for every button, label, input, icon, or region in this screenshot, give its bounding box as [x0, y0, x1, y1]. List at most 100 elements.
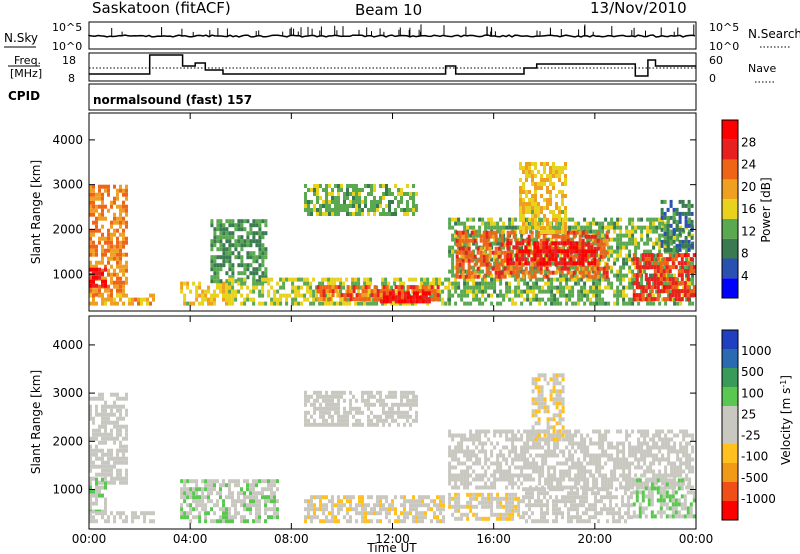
cell-0-11: [575, 249, 579, 254]
cell-1-0: [92, 476, 95, 481]
cell-0-9: [466, 269, 470, 274]
cell-1-6: [532, 445, 536, 450]
cell-0-10: [599, 238, 603, 243]
cell-0-11: [566, 241, 570, 246]
cell-1-6: [553, 465, 557, 470]
cell-1-3: [207, 483, 210, 488]
cell-1-5: [358, 418, 361, 423]
cell-1-6: [610, 469, 614, 474]
cell-0-0: [113, 228, 116, 233]
cell-1-6: [598, 473, 602, 478]
cell-0-10: [554, 270, 558, 275]
cell-0-9: [472, 217, 476, 222]
cell-1-0: [125, 412, 128, 417]
cell-0-11: [560, 241, 564, 246]
cell-1-6: [589, 461, 593, 466]
cell-0-9: [616, 249, 620, 254]
cell-1-6: [580, 433, 584, 438]
colorbar-swatch: [722, 159, 738, 180]
cell-1-3: [213, 511, 216, 516]
cell-0-9: [658, 241, 662, 246]
cell-0-9: [667, 281, 671, 286]
cell-0-10: [488, 262, 492, 267]
cell-0-12: [528, 198, 531, 202]
cell-0-9: [511, 221, 515, 226]
cell-0-13: [674, 289, 678, 294]
cell-1-5: [337, 390, 340, 395]
cell-0-9: [475, 257, 479, 262]
cell-1-3: [222, 515, 225, 520]
cell-0-8: [379, 184, 382, 188]
cell-1-3: [270, 479, 273, 484]
cell-0-9: [649, 225, 653, 230]
cell-1-5: [325, 422, 328, 427]
cell-0-8: [337, 184, 340, 188]
cell-0-11: [590, 249, 594, 254]
cell-0-8: [355, 204, 358, 208]
cell-1-6: [523, 477, 527, 482]
cell-1-4: [361, 519, 364, 524]
cell-1-3: [210, 499, 213, 504]
cell-1-6: [478, 485, 482, 490]
cell-1-0: [119, 424, 122, 429]
cell-1-6: [457, 445, 461, 450]
cell-0-4: [243, 263, 247, 268]
cell-1-3: [201, 495, 205, 500]
cell-1-0: [110, 428, 113, 433]
cell-1-3: [240, 487, 243, 492]
cell-0-8: [340, 208, 343, 212]
cell-0-9: [511, 225, 515, 230]
cell-0-13: [656, 253, 660, 258]
cell-0-0: [107, 228, 110, 233]
cell-0-13: [656, 289, 660, 294]
cell-0-10: [542, 238, 546, 243]
cell-1-6: [595, 441, 599, 446]
cell-0-0: [98, 260, 101, 265]
cell-0-0: [89, 200, 92, 205]
cell-0-9: [487, 217, 491, 222]
cell-0-10: [458, 258, 462, 263]
cell-1-6: [514, 457, 518, 462]
cell-0-8: [346, 208, 349, 212]
cell-1-4: [370, 511, 373, 516]
cell-0-9: [577, 269, 581, 274]
cell-0-5: [363, 301, 367, 306]
cell-1-1: [95, 477, 98, 482]
cell-0-8: [355, 212, 358, 216]
cell-1-0: [107, 452, 110, 457]
cell-0-4: [258, 239, 262, 244]
cell-0-9: [622, 293, 626, 298]
cell-0-10: [584, 242, 588, 247]
cell-0-5: [303, 277, 307, 282]
cell-1-3: [186, 491, 190, 496]
cell-0-4: [261, 255, 265, 260]
cell-0-4: [222, 251, 226, 256]
cell-0-3: [216, 285, 219, 290]
cell-1-5: [400, 398, 403, 403]
cell-1-2: [152, 519, 155, 524]
cell-1-6: [454, 473, 458, 478]
cell-1-6: [568, 433, 572, 438]
cell-1-4: [349, 515, 352, 520]
cell-0-10: [605, 234, 609, 239]
cell-0-13: [641, 265, 645, 270]
cell-0-9: [472, 281, 476, 286]
cell-0-0: [107, 240, 110, 245]
cell-0-10: [557, 266, 561, 271]
cell-1-0: [98, 464, 101, 469]
cell-0-13: [692, 293, 696, 298]
cell-0-9: [589, 265, 593, 270]
cell-0-9: [493, 281, 497, 286]
cell-0-8: [406, 184, 409, 188]
cell-0-9: [649, 217, 653, 222]
cell-0-5: [273, 301, 277, 306]
cell-0-8: [352, 184, 355, 188]
cell-1-6: [538, 445, 542, 450]
cell-0-8: [352, 200, 355, 204]
cell-1-6: [544, 437, 548, 442]
cell-1-0: [110, 408, 113, 413]
cell-1-3: [180, 491, 184, 496]
cell-1-1: [95, 489, 98, 494]
cell-1-3: [219, 483, 222, 488]
cell-1-4: [349, 495, 352, 500]
